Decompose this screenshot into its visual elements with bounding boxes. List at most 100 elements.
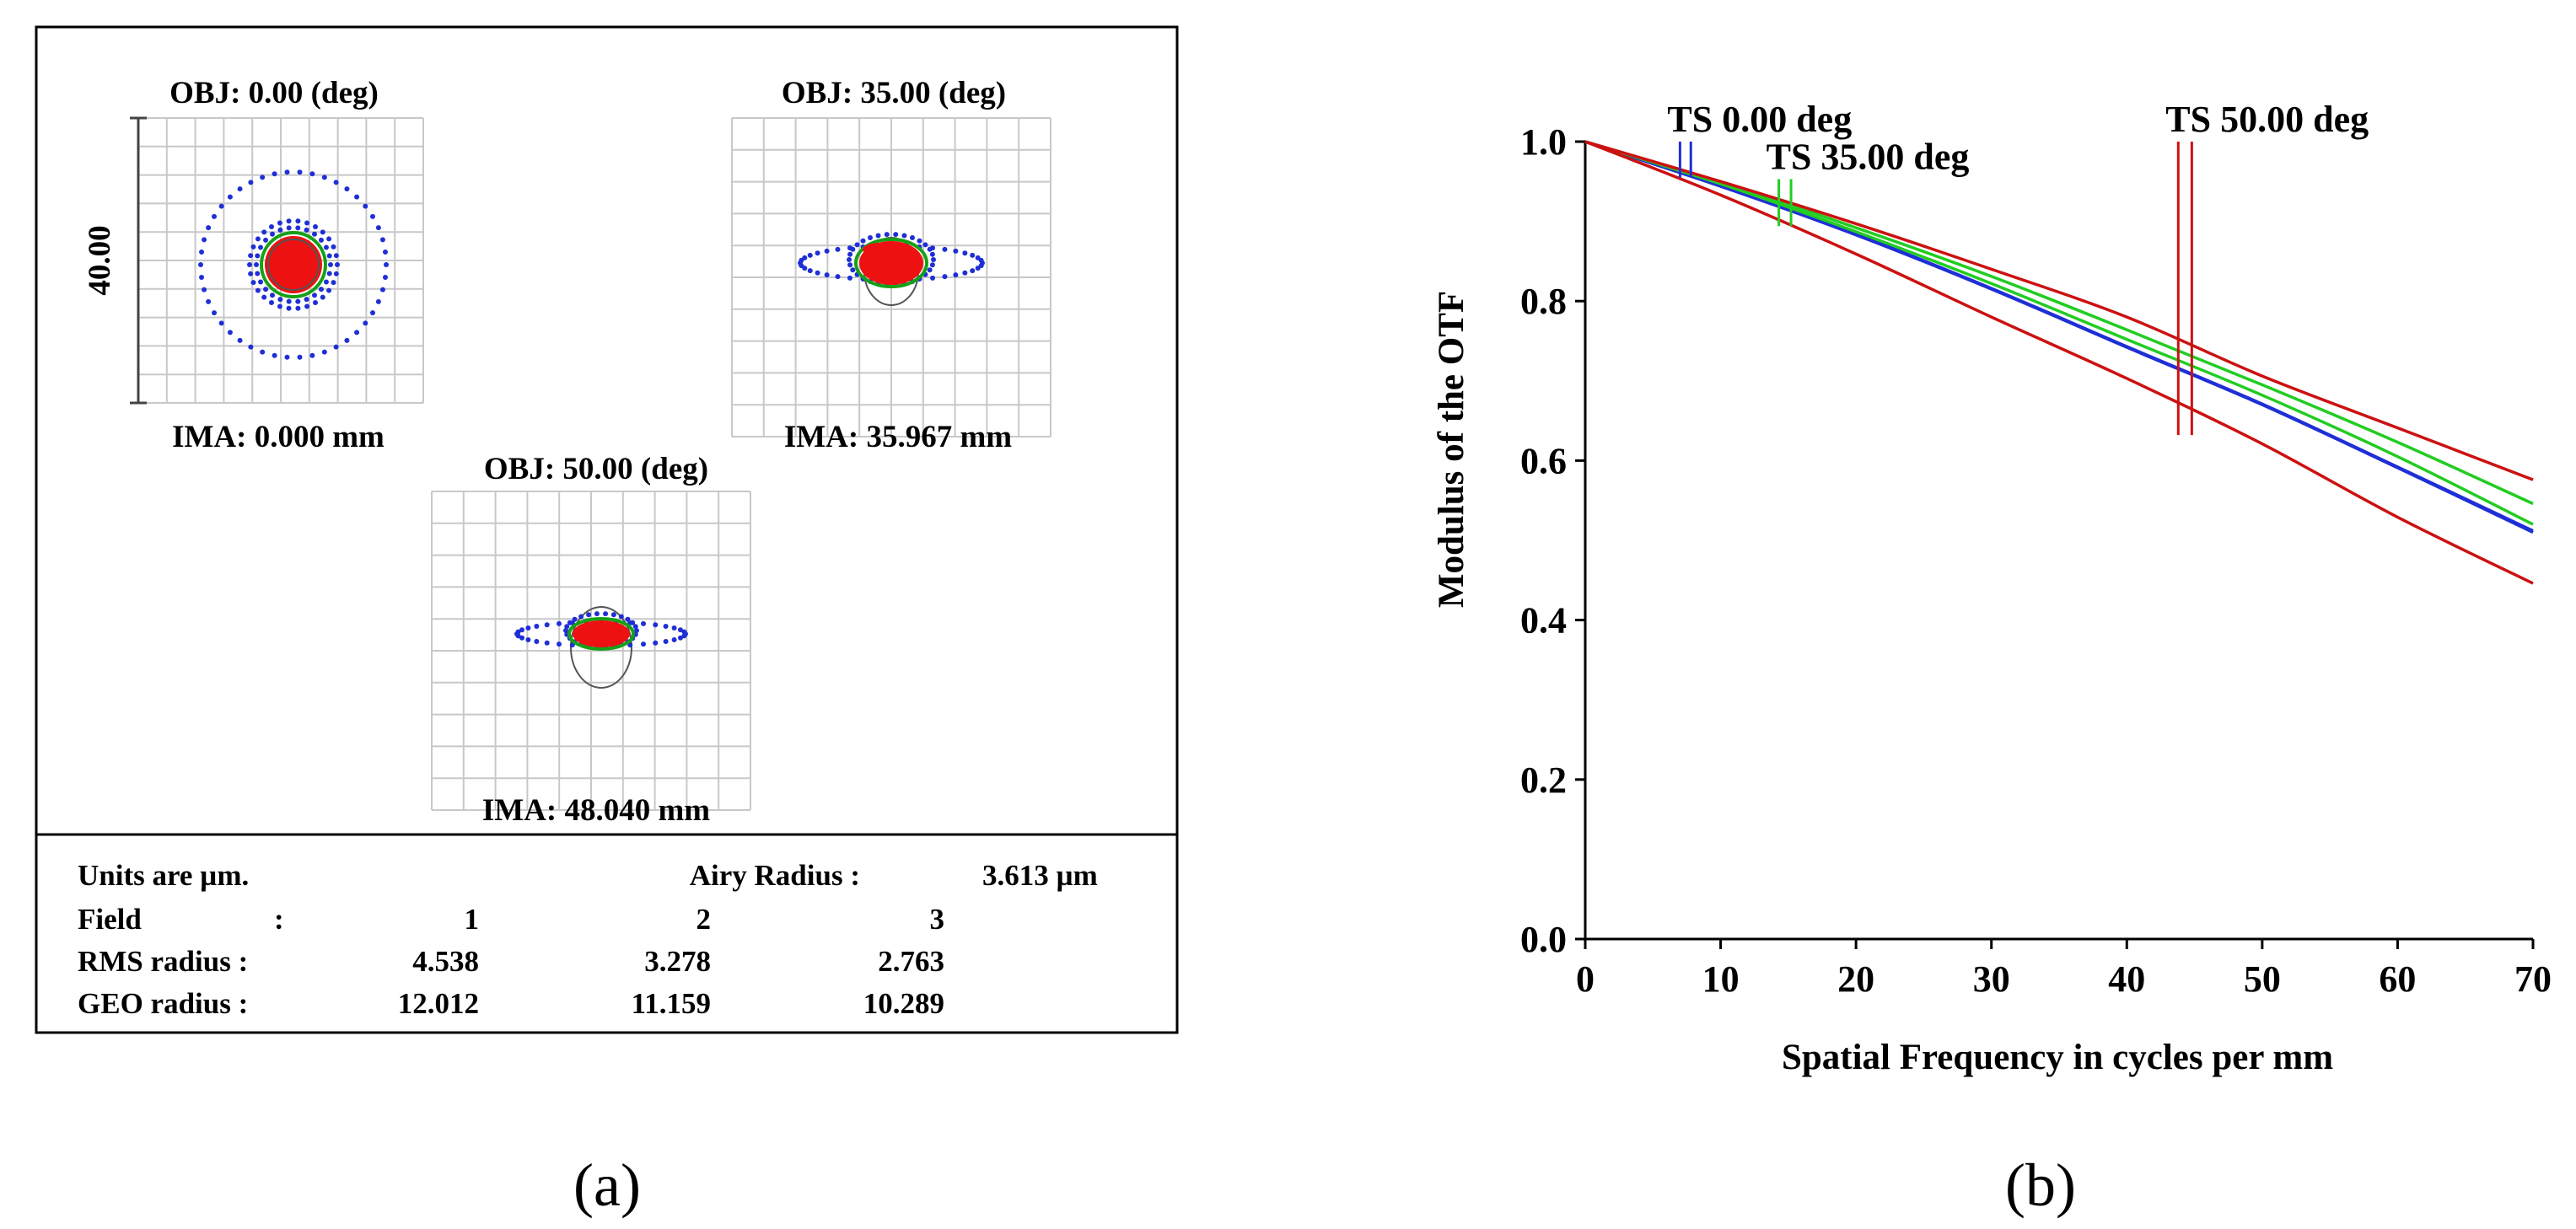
rms-radius-label: RMS radius : [78, 945, 248, 978]
mtf-y-ticks: 0.0 0.2 0.4 0.6 0.8 1.0 [1520, 121, 1585, 960]
spot-1-inner-ring-dot-16 [263, 237, 269, 243]
spot-1-outer-ring-dot-24 [199, 250, 205, 255]
spot-1-mid-ring-dot-28 [331, 244, 336, 250]
spot-3-outer-dot-23 [544, 622, 550, 628]
field-2: 2 [696, 903, 712, 936]
rms-value-2: 3.278 [644, 945, 711, 978]
mtf-series-3 [1584, 140, 2534, 506]
spot-1-mid-ring-dot-0 [335, 262, 340, 267]
spot-1-outer-ring-dot-21 [202, 287, 207, 292]
spot-1-outer-ring-dot-1 [382, 274, 388, 280]
x-tick-label-6: 60 [2379, 958, 2416, 1000]
spot-1-mid-ring-dot-25 [313, 223, 318, 229]
spot-2-outer-dot-22 [802, 255, 808, 260]
spot-1-inner-ring-dot-7 [286, 298, 292, 304]
scale-bar: 40.00 [83, 116, 147, 405]
spot-1-inner-ring-dot-5 [304, 297, 309, 303]
spot-2-mid-dot-17 [850, 246, 856, 252]
x-tick-label-7: 70 [2514, 958, 2552, 1000]
field-1: 1 [465, 903, 480, 936]
spot-1-outer-ring-dot-25 [202, 237, 207, 243]
spot-1-outer-ring-dot-41 [363, 203, 368, 209]
spot-1-outer-ring-dot-4 [369, 310, 375, 316]
spot-1-outer-ring-dot-32 [260, 174, 266, 180]
spot-3-grid [431, 491, 751, 811]
spot-1-mid-ring-dot-15 [247, 262, 252, 267]
spot-1-inner-ring-dot-18 [277, 227, 283, 233]
panel-a-label: (a) [573, 1151, 641, 1219]
spot-3-outer-dot-6 [641, 641, 646, 647]
mtf-series-5 [1584, 140, 2534, 585]
spot-2-grid [731, 117, 1051, 437]
spot-1-mid-ring-dot-4 [320, 294, 325, 300]
spot-1-red-core [265, 236, 322, 293]
spot-1-outer-ring-dot-22 [199, 274, 205, 280]
mtf-series-0 [1584, 140, 2534, 534]
spot-1-ima-label: IMA: 0.000 mm [172, 420, 385, 454]
spot-1-mid-ring-dot-9 [277, 303, 282, 309]
y-tick-label-4: 0.8 [1520, 281, 1567, 322]
spot-2-mid-dot-27 [922, 242, 928, 248]
spot-2-mid-dot-16 [847, 251, 853, 257]
spot-1-mid-ring-dot-17 [250, 244, 256, 250]
rms-value-3: 2.763 [878, 945, 944, 978]
spot-1-points [198, 169, 389, 360]
spot-3-outer-dot-12 [557, 641, 562, 647]
spot-1-outer-ring-dot-26 [206, 225, 212, 231]
spot-1-mid-ring-dot-13 [250, 280, 256, 286]
y-tick-label-5: 1.0 [1520, 121, 1567, 163]
spot-1-inner-ring-dot-9 [270, 292, 276, 298]
spot-2-mid-dot-14 [847, 262, 853, 268]
y-tick-label-2: 0.4 [1520, 600, 1567, 641]
geo-radius-label: GEO radius : [78, 987, 248, 1020]
spot-2-mid-dot-1 [929, 262, 935, 268]
spot-1-inner-ring-dot-2 [323, 279, 329, 285]
spot-2-outer-dot-14 [835, 274, 841, 280]
spot-3-mid-dot-24 [630, 620, 636, 625]
spot-1-outer-ring-dot-27 [212, 213, 218, 219]
spot-1-outer-ring-dot-20 [206, 298, 212, 304]
units-text: Units are µm. [78, 859, 249, 892]
y-tick-label-3: 0.6 [1520, 440, 1567, 481]
annotation-0-label: TS 0.00 deg [1667, 99, 1852, 140]
x-tick-label-2: 20 [1837, 958, 1874, 1000]
spot-1-outer-ring-dot-13 [272, 352, 277, 358]
spot-2-mid-dot-19 [860, 238, 866, 244]
annotation-2-label: TS 50.00 deg [2165, 99, 2369, 140]
panel-b-label: (b) [2005, 1151, 2076, 1219]
spot-3-outer-dot-1 [681, 633, 687, 639]
spot-1-outer-ring-dot-5 [363, 320, 368, 326]
spot-2-mid-dot-28 [927, 246, 933, 252]
spot-3-outer-dot-30 [641, 620, 646, 626]
spot-2-outer-dot-4 [962, 270, 968, 276]
spot-2-outer-dot-7 [930, 275, 936, 281]
spot-2-outer-dot-13 [847, 275, 852, 281]
y-tick-label-1: 0.2 [1520, 759, 1567, 801]
spot-3-outer-dot-32 [663, 624, 669, 630]
spot-1-outer-ring-dot-12 [284, 354, 290, 360]
spot-1-inner-ring-dot-8 [277, 297, 283, 303]
spot-1-outer-ring-dot-42 [369, 213, 375, 219]
spot-3-outer-dot-31 [653, 622, 659, 628]
spot-3-outer-dot-19 [515, 629, 521, 635]
spot-3-outer-dot-15 [525, 637, 531, 642]
spot-3-outer-dot-34 [677, 627, 683, 633]
spot-1-outer-ring-dot-0 [384, 262, 389, 267]
spot-diagram-panel: OBJ: 0.00 (deg) IMA: 0.000 mm 40.00 OBJ:… [35, 25, 1179, 1219]
spot-3-mid-dot-23 [625, 616, 631, 622]
spot-1-outer-ring-dot-43 [375, 225, 381, 231]
spot-1-outer-ring-dot-44 [379, 237, 385, 243]
spot-1-outer-ring-dot-2 [379, 287, 385, 292]
spot-2-outer-dot-37 [970, 252, 976, 258]
spot-1-inner-ring-dot-25 [326, 253, 332, 259]
spot-1-mid-ring-dot-29 [333, 253, 339, 259]
spot-2-outer-dot-34 [942, 246, 948, 252]
spot-1-outer-ring-dot-38 [333, 180, 339, 185]
spot-1-outer-ring-dot-31 [248, 180, 254, 185]
y-tick-label-0: 0.0 [1520, 919, 1567, 960]
spot-1-inner-ring-dot-12 [255, 271, 261, 276]
mtf-y-axis-label: Modulus of the OTF [1432, 291, 1471, 608]
x-tick-label-1: 10 [1702, 958, 1740, 1000]
airy-radius-value: 3.613 µm [982, 859, 1098, 892]
mtf-curves [1584, 140, 2534, 585]
